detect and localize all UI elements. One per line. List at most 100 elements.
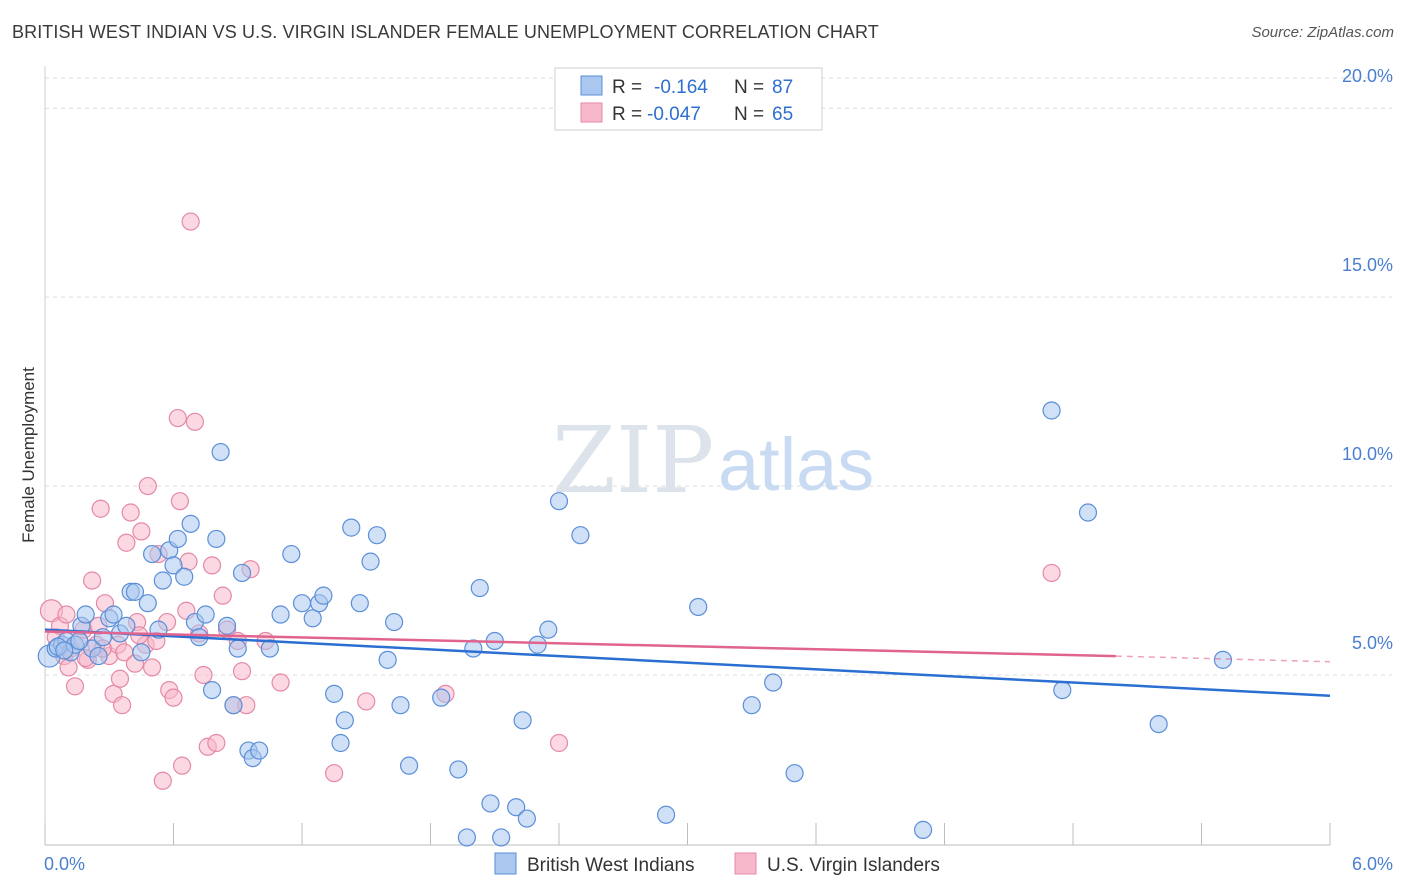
legend-n-label-pink: N = bbox=[734, 104, 764, 125]
blue-point bbox=[391, 696, 410, 715]
trend-line-pink-extension bbox=[1115, 655, 1331, 663]
blue-point bbox=[549, 492, 569, 511]
pink-point bbox=[168, 408, 187, 428]
pink-point bbox=[549, 733, 569, 753]
grid-layer bbox=[45, 77, 1392, 676]
blue-point bbox=[539, 620, 558, 639]
pink-point bbox=[91, 499, 110, 518]
blue-point bbox=[89, 646, 108, 666]
blue-point bbox=[202, 680, 222, 700]
x-tick-label: 6.0% bbox=[1352, 854, 1393, 874]
watermark-atlas: atlas bbox=[718, 423, 874, 506]
blue-point bbox=[117, 616, 136, 635]
blue-point bbox=[314, 586, 333, 605]
blue-point bbox=[507, 798, 526, 817]
blue-point bbox=[913, 820, 933, 839]
pink-point bbox=[185, 412, 205, 431]
legend-r-value-pink: -0.047 bbox=[647, 104, 701, 125]
blue-point bbox=[224, 696, 243, 715]
blue-point bbox=[513, 711, 532, 730]
blue-point bbox=[1078, 503, 1098, 522]
blue-point bbox=[153, 571, 172, 590]
pink-point bbox=[57, 605, 76, 624]
pink-point bbox=[142, 658, 162, 677]
blue-point bbox=[228, 639, 247, 658]
bottom-legend-swatch-blue bbox=[494, 852, 517, 875]
blue-point bbox=[70, 631, 89, 651]
blue-point bbox=[132, 643, 151, 662]
blue-point bbox=[303, 609, 322, 628]
blue-point bbox=[384, 612, 404, 632]
pink-point bbox=[110, 669, 130, 688]
blue-point bbox=[250, 741, 269, 760]
points-layer bbox=[37, 212, 1233, 847]
y-axis-label: Female Unemployment bbox=[19, 367, 38, 543]
blue-point bbox=[470, 578, 489, 598]
pink-point bbox=[153, 771, 172, 790]
axes-layer bbox=[44, 66, 1331, 846]
trend-line-pink bbox=[44, 630, 1116, 658]
blue-point bbox=[350, 594, 369, 613]
blue-point bbox=[378, 650, 397, 669]
blue-point bbox=[142, 544, 162, 564]
legend: R = -0.164 N = 87 R = -0.047 N = 65 bbox=[554, 67, 823, 131]
bottom-legend-swatch-pink bbox=[734, 852, 757, 875]
blue-point bbox=[76, 605, 95, 624]
legend-r-label-blue: R = bbox=[612, 77, 642, 98]
blue-point bbox=[125, 582, 145, 601]
blue-point bbox=[656, 805, 676, 824]
blue-point bbox=[211, 442, 230, 462]
blue-point bbox=[55, 641, 74, 660]
bottom-legend: British West Indians U.S. Virgin Islande… bbox=[494, 852, 940, 876]
chart-title: BRITISH WEST INDIAN VS U.S. VIRGIN ISLAN… bbox=[12, 22, 879, 42]
pink-point bbox=[112, 696, 132, 715]
blue-point bbox=[292, 594, 312, 613]
pink-point bbox=[83, 571, 102, 590]
source-label: Source: ZipAtlas.com bbox=[1251, 24, 1394, 41]
pink-point bbox=[138, 476, 157, 496]
blue-point bbox=[1149, 714, 1168, 734]
blue-point bbox=[517, 809, 536, 828]
blue-point bbox=[282, 544, 301, 564]
pink-point bbox=[202, 556, 222, 575]
blue-point bbox=[361, 552, 380, 571]
blue-point bbox=[232, 563, 252, 583]
pink-point bbox=[271, 673, 290, 692]
blue-point bbox=[528, 635, 547, 654]
blue-point bbox=[367, 526, 387, 545]
blue-point bbox=[342, 518, 361, 537]
blue-point bbox=[207, 529, 226, 549]
pink-point bbox=[232, 662, 252, 681]
blue-point bbox=[335, 711, 354, 730]
blue-point bbox=[196, 605, 215, 624]
pink-point bbox=[179, 552, 198, 571]
pink-point bbox=[213, 586, 232, 605]
blue-point bbox=[217, 616, 237, 635]
blue-point bbox=[571, 526, 590, 545]
pink-point bbox=[1042, 563, 1061, 583]
blue-point bbox=[175, 567, 194, 586]
blue-point bbox=[1053, 680, 1072, 700]
y-tick-label: 5.0% bbox=[1352, 633, 1393, 653]
pink-point bbox=[357, 692, 376, 711]
y-tick-label: 15.0% bbox=[1342, 255, 1393, 275]
legend-n-value-pink: 65 bbox=[772, 104, 793, 125]
legend-n-label-blue: N = bbox=[734, 77, 764, 98]
trend-layer bbox=[44, 628, 1331, 698]
blue-point bbox=[399, 756, 419, 775]
y-tick-label: 10.0% bbox=[1342, 444, 1393, 464]
watermark-zip: ZIP bbox=[552, 407, 714, 514]
blue-point bbox=[138, 594, 157, 613]
pink-point bbox=[121, 503, 140, 522]
legend-r-value-blue: -0.164 bbox=[654, 77, 708, 98]
legend-n-value-blue: 87 bbox=[772, 77, 793, 98]
pink-point bbox=[164, 688, 183, 707]
pink-point bbox=[65, 677, 85, 696]
blue-point bbox=[492, 828, 511, 847]
pink-point bbox=[132, 522, 151, 541]
pink-point bbox=[194, 665, 213, 685]
bottom-legend-label-pink: U.S. Virgin Islanders bbox=[767, 855, 940, 876]
legend-r-label-pink: R = bbox=[612, 104, 642, 125]
y-tick-label: 20.0% bbox=[1342, 66, 1393, 86]
